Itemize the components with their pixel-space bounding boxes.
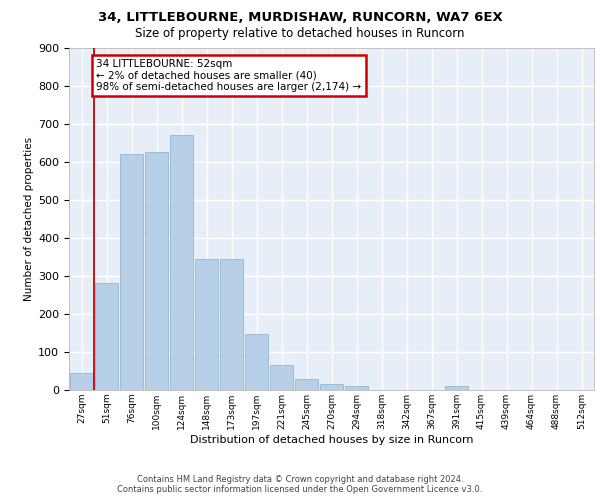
Text: 34, LITTLEBOURNE, MURDISHAW, RUNCORN, WA7 6EX: 34, LITTLEBOURNE, MURDISHAW, RUNCORN, WA… xyxy=(98,11,502,24)
Text: 34 LITTLEBOURNE: 52sqm
← 2% of detached houses are smaller (40)
98% of semi-deta: 34 LITTLEBOURNE: 52sqm ← 2% of detached … xyxy=(97,59,362,92)
Bar xyxy=(245,334,268,390)
Bar xyxy=(170,135,193,390)
Bar xyxy=(269,366,293,390)
Bar xyxy=(344,386,368,390)
Bar xyxy=(220,258,244,390)
Bar xyxy=(145,152,169,390)
Bar xyxy=(95,284,118,390)
Bar xyxy=(70,373,94,390)
Bar xyxy=(295,378,319,390)
Text: Contains HM Land Registry data © Crown copyright and database right 2024.
Contai: Contains HM Land Registry data © Crown c… xyxy=(118,474,482,494)
Text: Size of property relative to detached houses in Runcorn: Size of property relative to detached ho… xyxy=(135,28,465,40)
X-axis label: Distribution of detached houses by size in Runcorn: Distribution of detached houses by size … xyxy=(190,434,473,444)
Bar xyxy=(119,154,143,390)
Bar xyxy=(445,386,469,390)
Y-axis label: Number of detached properties: Number of detached properties xyxy=(24,136,34,301)
Bar xyxy=(194,258,218,390)
Bar xyxy=(320,384,343,390)
